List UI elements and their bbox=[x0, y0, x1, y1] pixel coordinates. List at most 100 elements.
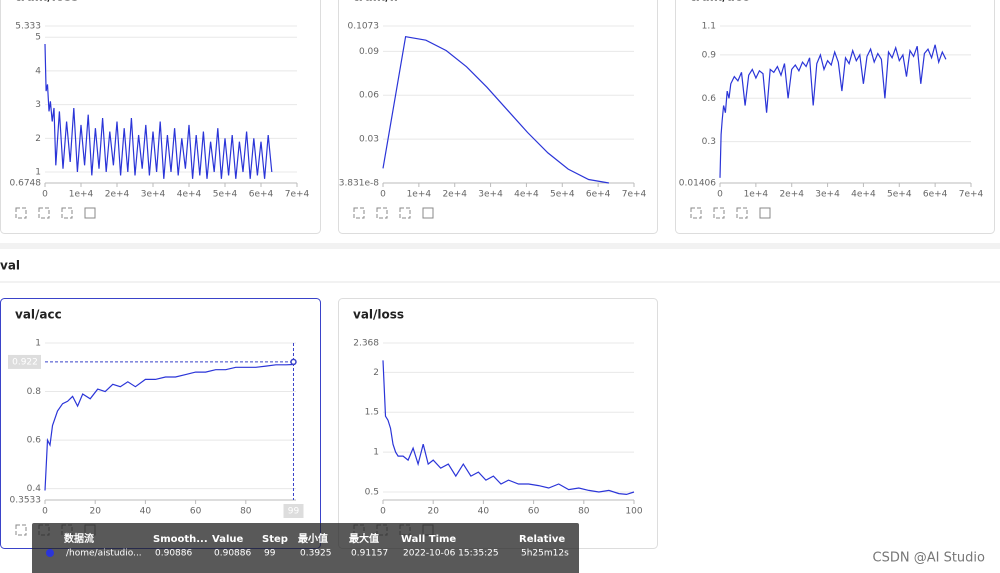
tooltip-cell: 0.90886 bbox=[155, 549, 192, 559]
tooltip-header: 最大值 bbox=[349, 532, 379, 545]
y-tick-label: 5.333 bbox=[15, 22, 41, 32]
x-tick-label: 5e+4 bbox=[550, 190, 575, 200]
x-pointer-label: 99 bbox=[288, 507, 300, 517]
tooltip-cell: 2022-10-06 15:35:25 bbox=[403, 549, 499, 559]
y-tick-label: 2 bbox=[373, 368, 379, 378]
tooltip-bg bbox=[32, 523, 579, 573]
x-pointer-box bbox=[283, 504, 304, 518]
toolbar-icon[interactable] bbox=[15, 207, 27, 219]
tooltip-header: Wall Time bbox=[401, 534, 456, 545]
x-tick-label: 6e+4 bbox=[586, 190, 611, 200]
y-tick-label: 1 bbox=[35, 168, 41, 178]
y-tick-label: 0.6 bbox=[27, 436, 42, 446]
y-tick-label: 0.3533 bbox=[10, 496, 42, 506]
card bbox=[675, 0, 995, 234]
toolbar-icon[interactable] bbox=[376, 207, 388, 219]
y-tick-label: 3.831e-8 bbox=[339, 179, 380, 189]
y-tick-label: 2 bbox=[35, 134, 41, 144]
toolbar-icon[interactable] bbox=[353, 207, 365, 219]
tooltip-header: Value bbox=[212, 534, 243, 545]
y-tick-label: 2.368 bbox=[353, 339, 379, 349]
x-tick-label: 3e+4 bbox=[815, 190, 840, 200]
tooltip-cell: /home/aistudio... bbox=[66, 549, 142, 559]
y-tick-label: 1 bbox=[35, 339, 41, 349]
chart-card: train/lr 3.831e-8 0.03 0.06 0.09 0.1073 0 1e+4 2… bbox=[338, 0, 658, 234]
toolbar-icon[interactable] bbox=[422, 207, 434, 219]
x-tick-label: 6e+4 bbox=[249, 190, 274, 200]
y-tick-label: 0.01406 bbox=[679, 179, 716, 189]
toolbar-icon[interactable] bbox=[759, 207, 771, 219]
tooltip-cell: 0.90886 bbox=[214, 549, 251, 559]
y-tick-label: 0.3 bbox=[702, 137, 716, 147]
x-tick-label: 7e+4 bbox=[622, 190, 647, 200]
y-tick-label: 0.8 bbox=[27, 387, 42, 397]
x-tick-label: 0 bbox=[42, 190, 48, 200]
card bbox=[338, 0, 658, 234]
x-tick-label: 1e+4 bbox=[407, 190, 432, 200]
x-tick-label: 100 bbox=[625, 507, 642, 517]
y-pointer-label: 0.922 bbox=[12, 357, 38, 367]
tooltip-header: Smooth... bbox=[153, 534, 208, 545]
x-tick-label: 3e+4 bbox=[478, 190, 503, 200]
card bbox=[0, 0, 321, 234]
toolbar-icon[interactable] bbox=[736, 207, 748, 219]
section-gap bbox=[0, 243, 1000, 249]
toolbar-icon[interactable] bbox=[38, 207, 50, 219]
y-tick-label: 3 bbox=[35, 100, 41, 110]
y-tick-label: 1.5 bbox=[365, 408, 379, 418]
y-tick-label: 1 bbox=[373, 448, 379, 458]
toolbar-icon[interactable] bbox=[713, 207, 725, 219]
chart-title: train/acc bbox=[690, 0, 749, 4]
x-tick-label: 40 bbox=[140, 507, 152, 517]
y-tick-label: 4 bbox=[35, 66, 41, 76]
toolbar-icon[interactable] bbox=[399, 207, 411, 219]
line bbox=[44, 43, 273, 179]
x-tick-label: 0 bbox=[42, 507, 48, 517]
x-tick-label: 6e+4 bbox=[923, 190, 948, 200]
x-tick-label: 4e+4 bbox=[514, 190, 539, 200]
toolbar-icon[interactable] bbox=[690, 207, 702, 219]
y-tick-label: 0.03 bbox=[359, 135, 379, 145]
tooltip-cell: 99 bbox=[264, 549, 276, 559]
line bbox=[382, 36, 610, 184]
toolbar-icon[interactable] bbox=[15, 524, 27, 536]
watermark: CSDN @AI Studio bbox=[873, 551, 986, 566]
x-tick-label: 7e+4 bbox=[959, 190, 984, 200]
x-tick-label: 4e+4 bbox=[851, 190, 876, 200]
chart-title: train/loss bbox=[15, 0, 78, 4]
x-tick-label: 1e+4 bbox=[744, 190, 769, 200]
chart-card: train/acc 0.01406 0.3 0.6 0.9 1.1 0 1e+4 2e+4 3e+… bbox=[675, 0, 995, 234]
line bbox=[44, 363, 294, 491]
x-tick-label: 5e+4 bbox=[887, 190, 912, 200]
x-tick-label: 4e+4 bbox=[177, 190, 202, 200]
y-tick-label: 0.9 bbox=[702, 50, 717, 60]
card bbox=[0, 298, 321, 549]
hover-point bbox=[290, 358, 297, 366]
x-tick-label: 2e+4 bbox=[779, 190, 804, 200]
card bbox=[338, 298, 658, 549]
y-tick-label: 0.09 bbox=[359, 47, 379, 57]
y-tick-label: 1.1 bbox=[702, 22, 716, 32]
x-tick-label: 5e+4 bbox=[213, 190, 238, 200]
x-tick-label: 60 bbox=[190, 507, 202, 517]
toolbar-icon[interactable] bbox=[61, 207, 73, 219]
chart-card: val/acc 0.3533 0.4 0.6 0.8 1 0 20 40 60 80 0.922 99 bbox=[0, 298, 321, 549]
y-tick-label: 0.5 bbox=[365, 488, 379, 498]
x-tick-label: 0 bbox=[380, 507, 386, 517]
chart-title: val/acc bbox=[15, 308, 62, 322]
y-tick-label: 5 bbox=[35, 33, 41, 43]
charts: train/loss0.6748123455.33301e+42e+43e+44… bbox=[0, 0, 995, 549]
tooltip-header: Relative bbox=[519, 534, 565, 545]
line bbox=[719, 44, 947, 178]
toolbar-icon[interactable] bbox=[84, 207, 96, 219]
x-tick-label: 0 bbox=[380, 190, 386, 200]
x-tick-label: 40 bbox=[478, 507, 490, 517]
chart-title: train/lr bbox=[353, 0, 400, 4]
chart-title: val/loss bbox=[353, 308, 404, 322]
tooltip-header: 最小值 bbox=[298, 532, 328, 545]
x-tick-label: 60 bbox=[528, 507, 540, 517]
x-tick-label: 20 bbox=[89, 507, 101, 517]
x-tick-label: 80 bbox=[240, 507, 252, 517]
